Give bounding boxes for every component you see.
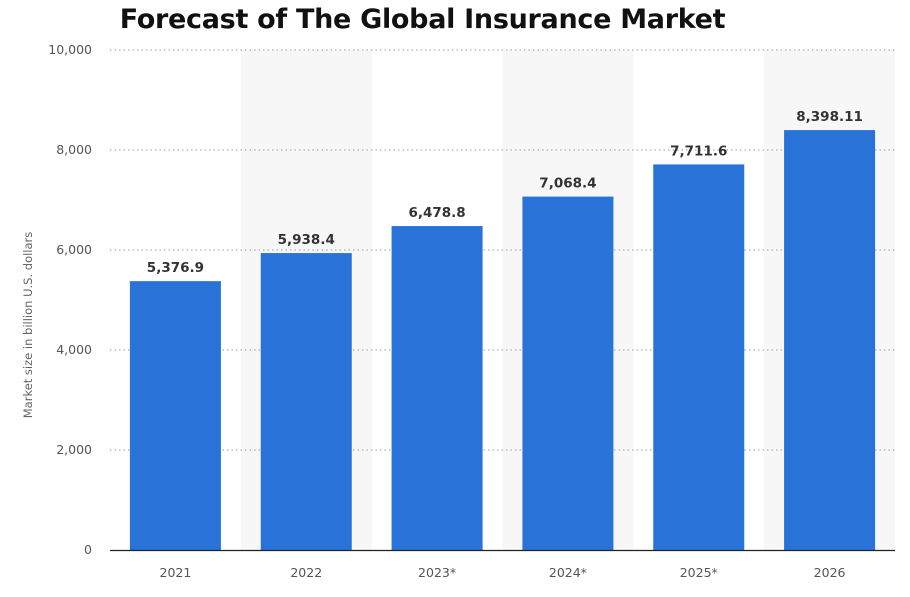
y-tick-label: 6,000 <box>56 242 92 257</box>
bar <box>653 164 745 551</box>
gridlines <box>110 49 895 451</box>
x-tick-label: 2026 <box>814 565 846 580</box>
data-labels: 5,376.9 5,938.4 6,478.8 7,068.4 7,711.6 8,398… <box>147 109 863 276</box>
x-tick-label: 2022 <box>290 565 322 580</box>
data-label: 6,478.8 <box>408 205 465 221</box>
x-tick-label: 2023* <box>418 565 456 580</box>
y-tick-label: 0 <box>84 542 92 557</box>
x-axis-ticks: 2021 2022 2023* 2024* 2025* 2026 <box>160 565 846 580</box>
y-tick-label: 8,000 <box>56 142 92 157</box>
y-tick-label: 2,000 <box>56 442 92 457</box>
bar <box>784 130 876 551</box>
bar <box>391 226 483 550</box>
data-label: 5,376.9 <box>147 260 204 276</box>
bars <box>129 130 876 551</box>
data-label: 5,938.4 <box>278 232 335 248</box>
y-tick-label: 4,000 <box>56 342 92 357</box>
y-axis-ticks: 0 2,000 4,000 6,000 8,000 10,000 <box>48 42 92 557</box>
data-label: 8,398.11 <box>796 109 863 125</box>
bar <box>260 253 352 550</box>
bar <box>129 281 221 550</box>
data-label: 7,068.4 <box>539 176 596 192</box>
x-tick-label: 2021 <box>160 565 192 580</box>
chart-title: Forecast of The Global Insurance Market <box>119 4 726 35</box>
x-tick-label: 2025* <box>680 565 718 580</box>
data-label: 7,711.6 <box>670 143 727 159</box>
bar <box>522 196 614 550</box>
y-tick-label: 10,000 <box>48 42 92 57</box>
x-tick-label: 2024* <box>549 565 587 580</box>
y-axis-label: Market size in billion U.S. dollars <box>21 232 35 419</box>
